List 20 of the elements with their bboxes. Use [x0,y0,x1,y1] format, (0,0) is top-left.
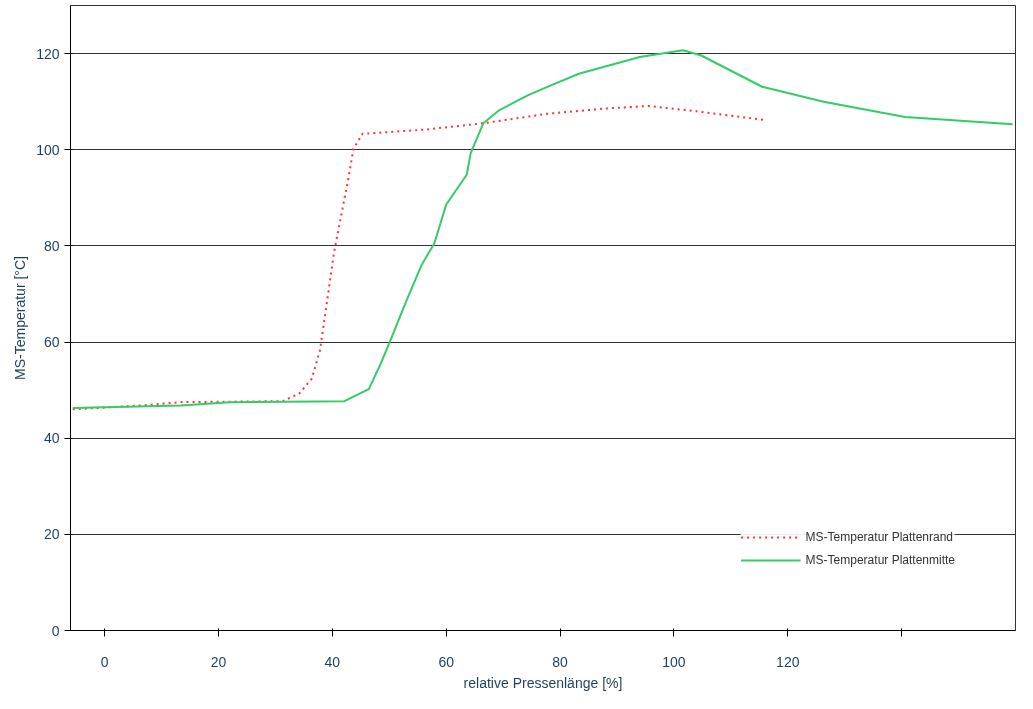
legend-label: MS-Temperatur Plattenrand [805,530,954,544]
line-series [71,104,766,411]
x-axis-title: relative Pressenlänge [%] [463,674,623,691]
x-tick-label: 80 [552,653,569,670]
line-series [71,49,1014,409]
x-tick-label: 40 [324,653,341,670]
legend-label: MS-Temperatur Plattenmitte [805,553,955,567]
y-axis-title: MS-Temperatur [°C] [12,256,29,380]
x-tick-label: 120 [776,653,800,670]
y-tick-label: 20 [43,526,60,543]
x-tick-label: 0 [100,653,109,670]
y-tick-label: 0 [51,622,60,639]
x-tick-label: 100 [662,653,686,670]
y-tick-label: 40 [43,430,60,447]
x-tick-label: 20 [210,653,227,670]
y-tick-label: 100 [36,141,60,158]
y-tick-label: 60 [43,334,60,351]
x-tick-label: 60 [438,653,455,670]
y-tick-label: 80 [43,237,60,254]
y-tick-label: 120 [36,45,60,62]
